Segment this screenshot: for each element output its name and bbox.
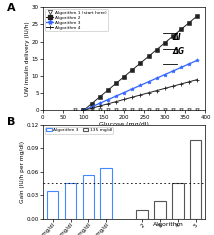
Bar bbox=[136, 210, 148, 219]
Text: B: B bbox=[7, 117, 15, 127]
Bar bbox=[100, 168, 112, 219]
Bar bbox=[65, 183, 76, 219]
Legend: Algorithm 3, 135 mg/dl: Algorithm 3, 135 mg/dl bbox=[45, 127, 113, 133]
Bar bbox=[172, 183, 184, 219]
Text: ΔI: ΔI bbox=[172, 33, 181, 42]
Text: A: A bbox=[7, 3, 16, 13]
Y-axis label: Gain (IU/h per mg/dl): Gain (IU/h per mg/dl) bbox=[20, 141, 25, 203]
Y-axis label: UW insulin delivery (IU/h): UW insulin delivery (IU/h) bbox=[25, 21, 30, 96]
X-axis label: Glucose (mg/dl): Glucose (mg/dl) bbox=[99, 122, 149, 127]
Bar bbox=[83, 176, 94, 219]
Bar bbox=[154, 201, 166, 219]
Text: Algorithm: Algorithm bbox=[153, 222, 184, 227]
Legend: Algorithm 1 (start here), Algorithm 2, Algorithm 3, Algorithm 4: Algorithm 1 (start here), Algorithm 2, A… bbox=[45, 9, 108, 31]
Text: ΔG: ΔG bbox=[172, 47, 184, 56]
Bar bbox=[190, 140, 201, 219]
Bar bbox=[47, 191, 58, 219]
